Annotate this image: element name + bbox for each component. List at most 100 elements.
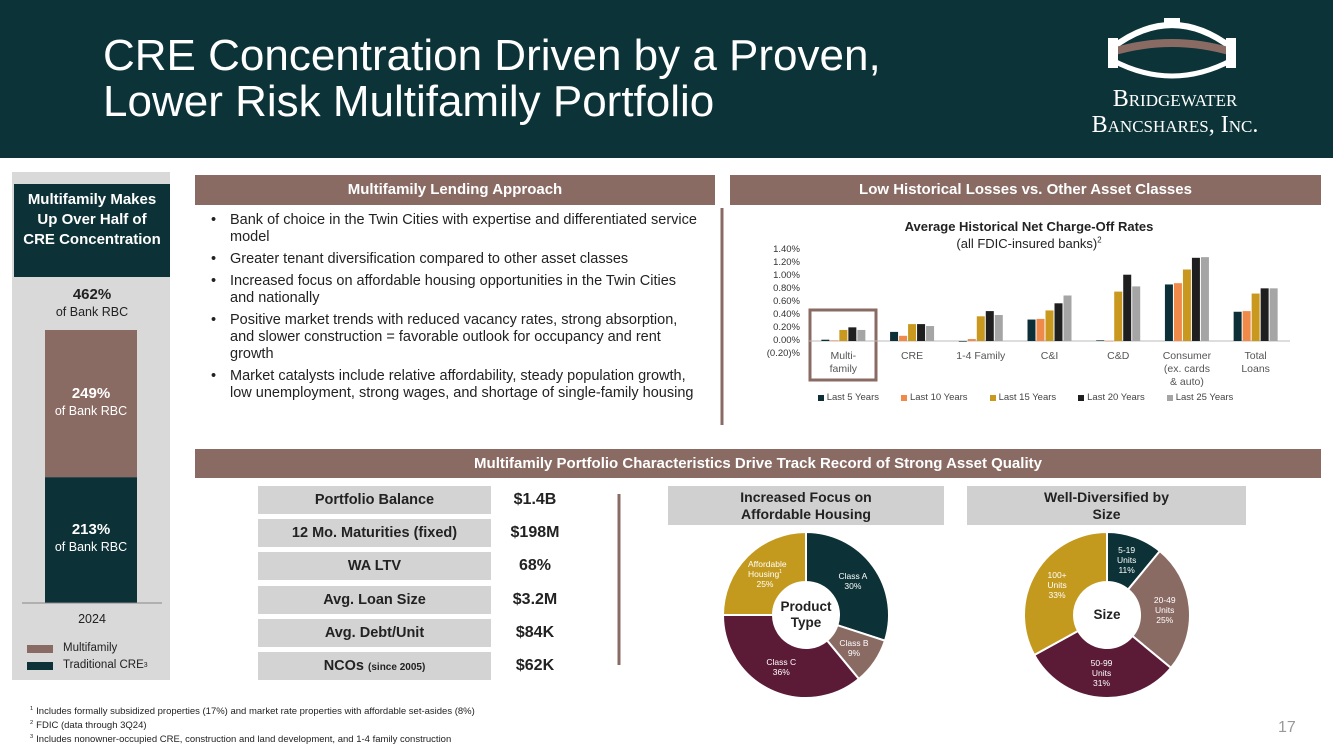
y-tick-label: 0.40% bbox=[773, 309, 800, 320]
bar bbox=[830, 340, 839, 341]
table-label: WA LTV bbox=[258, 552, 491, 581]
legend-text: Multifamily bbox=[63, 642, 118, 654]
slice-value: 9% bbox=[847, 647, 861, 658]
footnote: 3 Includes nonowner-occupied CRE, constru… bbox=[30, 733, 475, 747]
slice-name: Class C bbox=[764, 657, 798, 667]
pie-slice bbox=[721, 530, 807, 616]
pie-heading-box bbox=[668, 486, 944, 525]
section-heading: Low Historical Losses vs. Other Asset Cl… bbox=[859, 181, 1192, 198]
pie-slice bbox=[1023, 530, 1108, 657]
bar bbox=[1036, 318, 1045, 341]
y-tick-label: 0.60% bbox=[773, 296, 800, 307]
slice-label: 100+ Units 33% bbox=[1032, 570, 1082, 600]
y-tick-label: 0.20% bbox=[773, 322, 800, 333]
slice-label: Class B 9% bbox=[829, 638, 879, 658]
legend-item: Last 5 Years bbox=[817, 392, 879, 403]
bar bbox=[1233, 311, 1242, 341]
footnote-mark: 1 bbox=[30, 705, 34, 712]
legend-text: Last 20 Years bbox=[1087, 392, 1145, 403]
bar bbox=[967, 339, 976, 341]
label-text: NCOs bbox=[323, 658, 364, 674]
legend-swatch bbox=[27, 644, 53, 653]
highlight-box bbox=[808, 308, 878, 382]
table-value: 68% bbox=[518, 557, 552, 575]
chart-subtitle: (all FDIC-insured banks)2 bbox=[730, 235, 1328, 252]
slice-name-text: 5-19 Units bbox=[1116, 545, 1137, 566]
slice-name: 20-49 Units bbox=[1148, 595, 1182, 615]
footnotes: 1 Includes formally subsidized properties… bbox=[30, 705, 475, 747]
bar-segment bbox=[45, 477, 137, 603]
slice-label: 5-19 Units 11% bbox=[1102, 545, 1152, 575]
legend: Last 5 Years Last 10 Years Last 15 Years La… bbox=[730, 392, 1321, 403]
logo-text: Bridgewater Bancshares, Inc. bbox=[1060, 86, 1290, 138]
slice-label: Class C 36% bbox=[756, 657, 806, 677]
bullet: Greater tenant diversification compared … bbox=[205, 251, 700, 268]
bar bbox=[1054, 303, 1063, 341]
legend-text: Last 25 Years bbox=[1175, 392, 1234, 403]
bar bbox=[1173, 283, 1182, 341]
table-value: $1.4B bbox=[513, 491, 557, 508]
legend-swatch bbox=[1166, 394, 1173, 401]
footnote-ref: 1 bbox=[779, 569, 783, 576]
x-tick-label: CRE bbox=[900, 350, 924, 362]
logo-emblem bbox=[1108, 18, 1236, 79]
bar bbox=[1191, 257, 1200, 341]
slice-name-text: Class C bbox=[766, 657, 797, 668]
pie-center-label: Size bbox=[1093, 607, 1121, 622]
section-heading: Multifamily Lending Approach bbox=[347, 181, 563, 198]
slice-value: 30% bbox=[844, 580, 862, 591]
table-label: 12 Mo. Maturities (fixed) bbox=[258, 519, 491, 548]
bar bbox=[1114, 291, 1123, 341]
legend-item: Last 25 Years bbox=[1166, 392, 1234, 403]
bar bbox=[908, 324, 917, 341]
legend-item: Last 10 Years bbox=[900, 392, 968, 403]
table-label: Portfolio Balance bbox=[258, 486, 491, 514]
logo-line: Bridgewater bbox=[1112, 86, 1238, 112]
bar bbox=[1164, 284, 1173, 341]
y-tick-label: 0.80% bbox=[773, 283, 800, 294]
slice-name: 5-19 Units bbox=[1110, 545, 1144, 565]
table-value: $198M bbox=[510, 524, 560, 542]
footnote: 2 FDIC (data through 3Q24) bbox=[30, 719, 475, 733]
footnote-mark: 3 bbox=[30, 733, 34, 740]
slice-value: 33% bbox=[1048, 590, 1066, 601]
left-heading-box bbox=[14, 184, 170, 277]
slice-value: 25% bbox=[756, 578, 774, 589]
pie-slice bbox=[1126, 549, 1191, 670]
footnote: 1 Includes formally subsidized properties… bbox=[30, 705, 475, 719]
legend-item: Traditional CRE 3 bbox=[27, 657, 148, 674]
total-note: of Bank RBC bbox=[55, 305, 129, 319]
bar bbox=[1045, 310, 1054, 341]
logo-line: Bancshares, Inc. bbox=[1091, 112, 1259, 138]
slice-name-text: 100+ Units bbox=[1047, 570, 1067, 591]
bar bbox=[890, 331, 899, 341]
x-tick-label: Consumer (ex. cards & auto) bbox=[1162, 350, 1212, 388]
page-number: 17 bbox=[1278, 719, 1296, 736]
legend-swatch bbox=[27, 661, 53, 670]
left-heading: Multifamily Makes Up Over Half of CRE Co… bbox=[23, 191, 161, 248]
bar bbox=[839, 329, 848, 341]
bar bbox=[1242, 311, 1251, 341]
pie-center-label: Product Type bbox=[780, 599, 832, 630]
footnote-text: FDIC (data through 3Q24) bbox=[36, 720, 147, 731]
bar bbox=[1063, 295, 1072, 341]
label-text: WA LTV bbox=[347, 558, 402, 575]
pie-title: Well-Diversified by Size bbox=[1043, 488, 1169, 522]
table-label: Avg. Loan Size bbox=[258, 585, 491, 614]
bar bbox=[1096, 340, 1105, 341]
title-line: Lower Risk Multifamily Portfolio bbox=[103, 77, 715, 126]
slice-label: 20-49 Units 25% bbox=[1140, 595, 1190, 625]
slice-name-text: 50-99 Units bbox=[1090, 657, 1113, 678]
legend-text: Last 5 Years bbox=[826, 392, 879, 403]
bar bbox=[994, 315, 1003, 341]
bullet: Increased focus on affordable housing op… bbox=[205, 273, 700, 307]
total-label: 462% bbox=[72, 286, 112, 303]
title: CRE Concentration Driven by a Proven, Lo… bbox=[103, 33, 881, 125]
chart-title: Average Historical Net Charge-Off Rates bbox=[904, 219, 1154, 234]
bullet: Bank of choice in the Twin Cities with e… bbox=[205, 212, 700, 246]
table-label: Avg. Debt/Unit bbox=[258, 618, 491, 647]
bar bbox=[1105, 341, 1114, 342]
slice-label: 50-99 Units 31% bbox=[1077, 658, 1127, 688]
legend-item: Last 15 Years bbox=[989, 392, 1056, 403]
